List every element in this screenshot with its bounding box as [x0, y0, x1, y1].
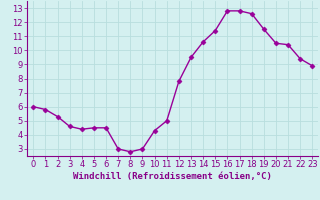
X-axis label: Windchill (Refroidissement éolien,°C): Windchill (Refroidissement éolien,°C) [73, 172, 272, 181]
